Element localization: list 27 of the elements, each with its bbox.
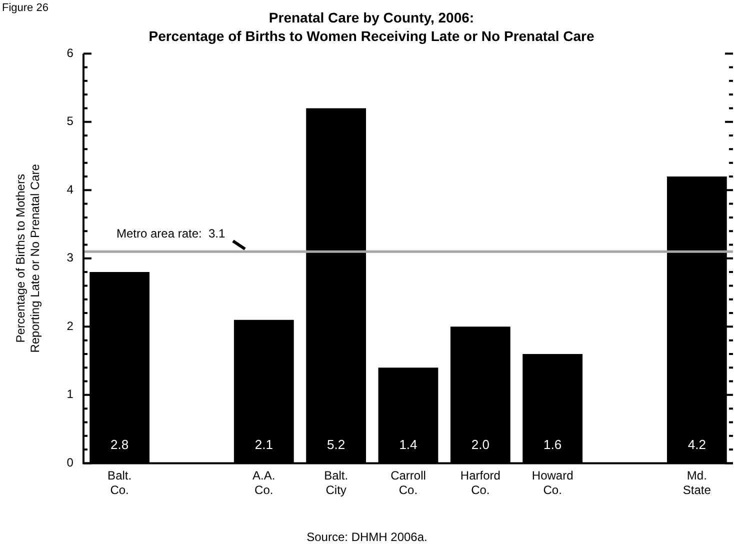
x-tick-label: A.A. Co. [252, 468, 276, 498]
data-label: 5.2 [327, 436, 346, 452]
ref-line-label: Metro area rate: 3.1 [116, 226, 226, 241]
y-tick-label: 5 [66, 114, 74, 128]
x-tick-label: Carroll Co. [390, 468, 426, 498]
y-tick-label: 4 [66, 182, 74, 196]
source-note: Source: DHMH 2006a. [306, 530, 428, 544]
y-tick-label: 0 [66, 456, 74, 470]
y-tick-label: 2 [66, 318, 74, 333]
x-tick-label: Balt. Co. [108, 468, 132, 498]
x-tick-label: Balt. City [324, 468, 348, 498]
data-label: 2.8 [110, 436, 129, 452]
x-tick-label: Md. State [682, 468, 712, 498]
data-label: 1.6 [544, 436, 562, 452]
chart-subtitle: Percentage of Births to Women Receiving Late or No Prenatal Care [148, 28, 594, 44]
x-tick-label: Howard Co. [532, 468, 574, 498]
data-label: 2.1 [254, 436, 273, 452]
y-tick-label: 3 [66, 250, 74, 265]
chart-title: Prenatal Care by County, 2006: [268, 9, 474, 26]
y-axis-title: Percentage of Births to Mothers Reporting Late or No Prenatal Care [14, 164, 42, 353]
data-label: 4.2 [688, 436, 706, 452]
data-label: 2.0 [471, 436, 490, 452]
caption: Figure 26 [2, 2, 48, 14]
y-tick-label: 1 [66, 387, 74, 402]
data-label: 1.4 [399, 436, 418, 452]
y-tick-label: 6 [66, 46, 74, 60]
x-tick-label: Harford Co. [460, 468, 500, 498]
